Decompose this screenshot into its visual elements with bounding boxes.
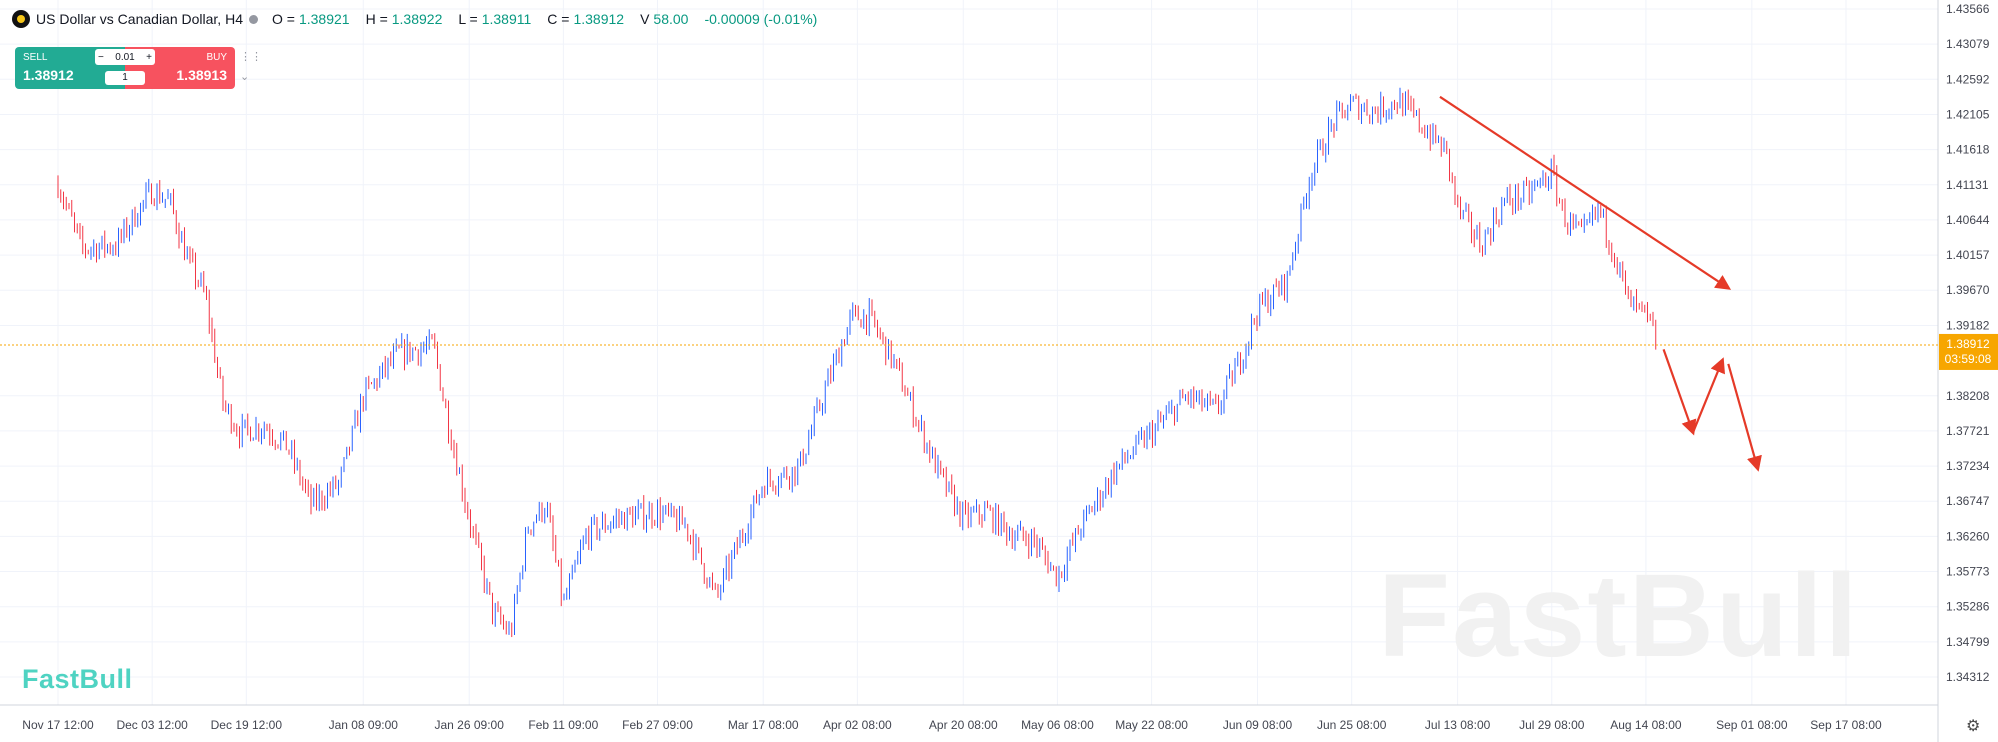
price-tick-label: 1.41131: [1946, 178, 1989, 192]
time-tick-label: Jan 08 09:00: [329, 718, 399, 732]
buy-price: 1.38913: [176, 67, 227, 83]
time-tick-label: Jul 13 08:00: [1425, 718, 1491, 732]
price-tick-label: 1.41618: [1946, 143, 1990, 157]
time-tick-label: Nov 17 12:00: [22, 718, 94, 732]
quantity-input[interactable]: 1: [105, 71, 145, 85]
high-key: H =: [365, 11, 388, 27]
chart-header: US Dollar vs Canadian Dollar, H4 O = 1.38…: [12, 8, 833, 30]
price-tick-label: 1.40157: [1946, 248, 1990, 262]
time-tick-label: Mar 17 08:00: [728, 718, 799, 732]
time-tick-label: Dec 19 12:00: [211, 718, 283, 732]
time-tick-label: Jul 29 08:00: [1519, 718, 1585, 732]
open-value: 1.38921: [298, 11, 350, 27]
low-key: L =: [458, 11, 478, 27]
symbol-title[interactable]: US Dollar vs Canadian Dollar, H4: [36, 11, 243, 27]
price-tick-label: 1.35773: [1946, 565, 1990, 579]
trade-panel: SELL 1.38912 BUY 1.38913 − 0.01 + 1: [15, 47, 235, 89]
chart-grid: [0, 0, 1939, 742]
price-tick-label: 1.39182: [1946, 318, 1990, 332]
price-tick-label: 1.38208: [1946, 389, 1990, 403]
drag-handle-icon[interactable]: ⋮⋮: [240, 51, 262, 63]
time-tick-label: Feb 11 09:00: [528, 718, 598, 732]
price-tick-label: 1.43566: [1946, 2, 1990, 16]
time-tick-label: Feb 27 09:00: [622, 718, 693, 732]
time-tick-label: Aug 14 08:00: [1610, 718, 1682, 732]
time-tick-label: Apr 02 08:00: [823, 718, 892, 732]
buy-label: BUY: [206, 52, 227, 63]
time-tick-label: May 22 08:00: [1115, 718, 1188, 732]
price-tick-label: 1.37234: [1946, 459, 1990, 473]
high-value: 1.38922: [391, 11, 443, 27]
price-tick-label: 1.35286: [1946, 600, 1990, 614]
time-tick-label: Sep 01 08:00: [1716, 718, 1788, 732]
price-tick-label: 1.36747: [1946, 494, 1990, 508]
price-tick-label: 1.43079: [1946, 37, 1990, 51]
time-tick-label: Apr 20 08:00: [929, 718, 998, 732]
trend-arrow: [1439, 95, 1732, 290]
price-tick-label: 1.36260: [1946, 529, 1990, 543]
settings-gear-icon[interactable]: ⚙: [1966, 718, 1981, 735]
price-axis: 1.43566 1.43079 1.42592 1.42105 1.41618 1.411…: [1946, 2, 1990, 684]
volume-value: 58.00: [653, 11, 689, 27]
open-key: O =: [271, 11, 295, 27]
lot-stepper[interactable]: − 0.01 +: [95, 49, 155, 65]
volume-key: V: [640, 11, 650, 27]
close-key: C =: [547, 11, 570, 27]
trend-arrow: [1727, 363, 1762, 472]
time-tick-label: Jun 25 08:00: [1317, 718, 1387, 732]
price-tick-label: 1.39670: [1946, 283, 1990, 297]
candles: [57, 87, 1657, 638]
minus-icon[interactable]: −: [98, 51, 104, 63]
lot-value: 0.01: [115, 51, 135, 63]
low-value: 1.38911: [481, 11, 532, 27]
change-value: -0.00009 (-0.01%): [704, 11, 818, 27]
drawn-annotations: [0, 95, 1938, 472]
time-tick-label: Sep 17 08:00: [1810, 718, 1882, 732]
time-tick-label: Dec 03 12:00: [116, 718, 188, 732]
price-tick-label: 1.42105: [1946, 107, 1990, 121]
current-price-box: [1939, 333, 1998, 370]
price-tick-label: 1.34312: [1946, 670, 1990, 684]
price-tick-label: 1.34799: [1946, 635, 1990, 649]
watermark: FastBull: [1378, 550, 1860, 682]
symbol-flag-icon: [12, 10, 30, 28]
price-tick-label: 1.37721: [1946, 424, 1990, 438]
price-tick-label: 1.40644: [1946, 213, 1990, 227]
plus-icon[interactable]: +: [146, 51, 152, 63]
time-axis: Nov 17 12:00 Dec 03 12:00 Dec 19 12:00 Jan …: [22, 718, 1882, 732]
countdown-text: 03:59:08: [1945, 352, 1992, 366]
time-tick-label: Jun 09 08:00: [1223, 718, 1293, 732]
trend-arrow: [1662, 349, 1697, 436]
sell-label: SELL: [23, 52, 48, 63]
time-tick-label: Jan 26 09:00: [434, 718, 504, 732]
price-tick-label: 1.42592: [1946, 72, 1990, 86]
sell-price: 1.38912: [23, 67, 74, 83]
chevron-down-icon[interactable]: ⌄: [240, 71, 250, 83]
close-value: 1.38912: [573, 11, 625, 27]
trend-arrow: [1691, 357, 1725, 433]
time-tick-label: May 06 08:00: [1021, 718, 1094, 732]
current-price-text: 1.38912: [1946, 337, 1990, 351]
market-status-dot-icon: [248, 14, 258, 24]
brand-logo: FastBull: [22, 664, 133, 694]
